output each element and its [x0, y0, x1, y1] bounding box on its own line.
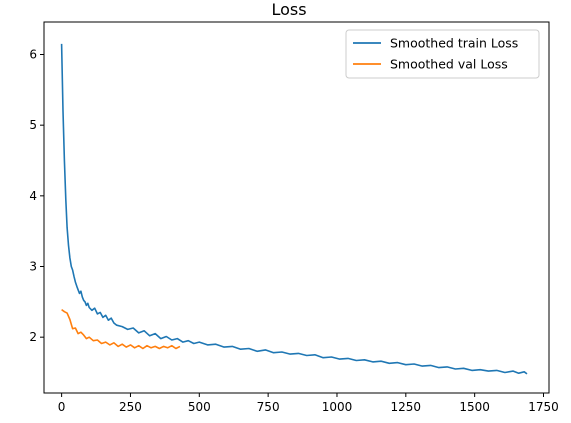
y-tick-label: 5	[29, 118, 37, 132]
series-line-0	[60, 43, 528, 375]
x-axis-ticks: 0 250 500 750 1000 1250 1500 1750	[58, 393, 559, 414]
x-tick-label: 1750	[528, 400, 559, 414]
y-tick-label: 6	[29, 48, 37, 62]
legend-label-1: Smoothed val Loss	[390, 57, 508, 72]
x-tick-label: 250	[119, 400, 142, 414]
x-tick-label: 750	[257, 400, 280, 414]
series-line-1	[61, 308, 181, 350]
x-tick-label: 500	[188, 400, 211, 414]
x-tick-label: 1000	[322, 400, 353, 414]
series-lines	[60, 43, 528, 375]
y-tick-label: 4	[29, 189, 37, 203]
chart-title: Loss	[271, 0, 306, 19]
legend-label-0: Smoothed train Loss	[390, 36, 518, 51]
y-tick-label: 3	[29, 260, 37, 274]
y-axis-ticks: 2 3 4 5 6	[29, 48, 44, 344]
legend-box	[345, 29, 540, 79]
x-tick-label: 0	[58, 400, 66, 414]
plot-frame	[43, 21, 550, 394]
y-tick-label: 2	[29, 330, 37, 344]
x-tick-label: 1500	[459, 400, 490, 414]
x-tick-label: 1250	[391, 400, 422, 414]
legend: Smoothed train Loss Smoothed val Loss	[345, 29, 540, 79]
